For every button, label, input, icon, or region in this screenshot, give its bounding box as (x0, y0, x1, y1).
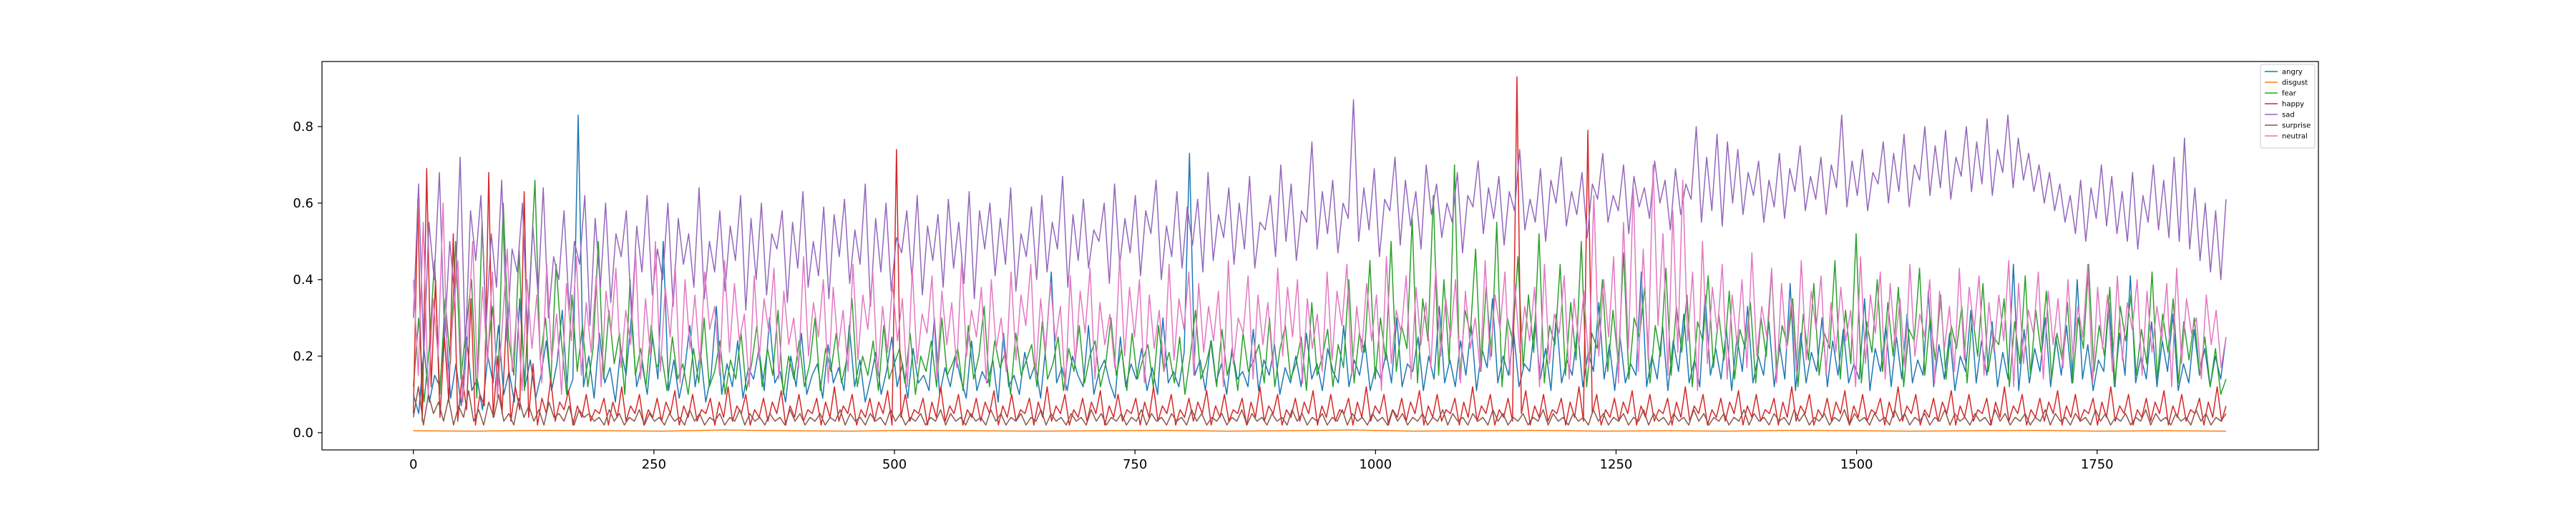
series-line-happy (412, 76, 2227, 426)
series-line-neutral (412, 164, 2227, 403)
legend-label-disgust: disgust (2282, 79, 2308, 87)
x-tick-label: 500 (882, 457, 907, 472)
legend-label-neutral: neutral (2282, 133, 2308, 141)
x-tick-label: 750 (1123, 457, 1147, 472)
series-line-surprise (412, 386, 2227, 426)
x-tick-label: 1000 (1359, 457, 1392, 472)
legend-label-surprise: surprise (2282, 122, 2311, 130)
legend: angry disgust fear happy sad surprise neutral (2260, 64, 2316, 149)
y-tick-label: 0.2 (293, 349, 313, 364)
x-tick-label: 250 (642, 457, 666, 472)
x-tick-label: 1750 (2081, 457, 2114, 472)
y-axis: 0.0 0.2 0.4 0.6 0.8 (293, 119, 322, 441)
x-tick-label: 1250 (1600, 457, 1633, 472)
series-line-fear (412, 164, 2227, 403)
x-tick-label: 0 (409, 457, 417, 472)
legend-label-angry: angry (2282, 69, 2303, 77)
y-tick-label: 0.6 (293, 196, 313, 211)
y-tick-label: 0.4 (293, 273, 313, 288)
legend-box (2260, 64, 2316, 149)
x-tick-label: 1500 (1840, 457, 1873, 472)
plot-frame (321, 61, 2319, 451)
legend-label-sad: sad (2282, 112, 2295, 119)
x-axis: 0 250 500 750 1000 1250 1500 1750 (409, 450, 2114, 472)
series-line-sad (412, 99, 2227, 357)
series-layer (412, 76, 2227, 432)
y-tick-label: 0.8 (293, 119, 313, 134)
y-tick-label: 0.0 (293, 426, 313, 441)
legend-label-happy: happy (2282, 101, 2304, 109)
series-line-disgust (413, 429, 2226, 432)
legend-label-fear: fear (2282, 90, 2297, 98)
